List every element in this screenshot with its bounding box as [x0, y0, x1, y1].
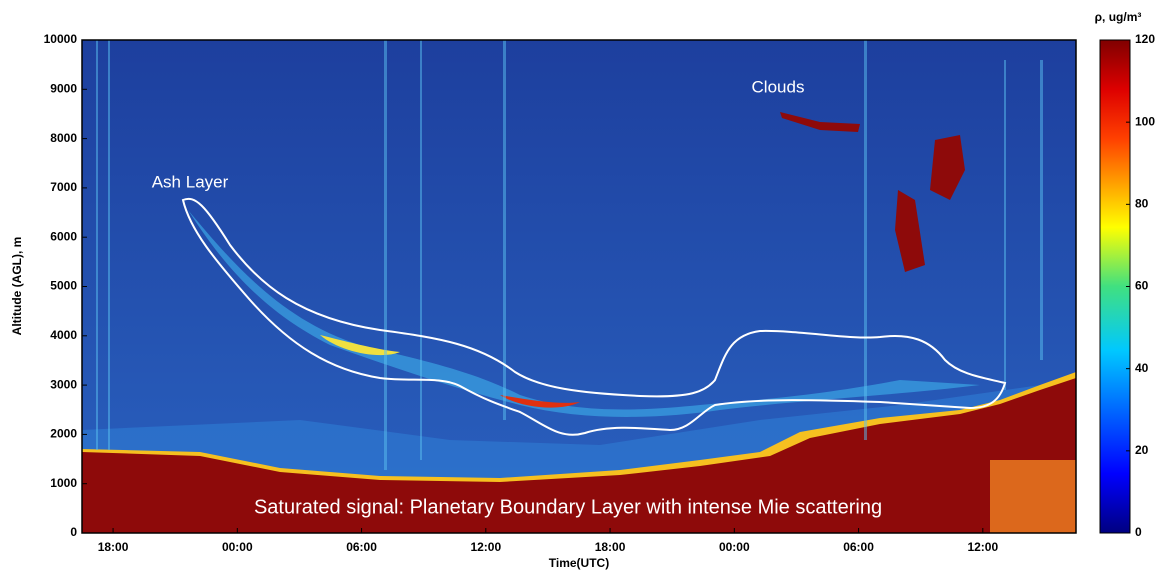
y-axis-label: Altitude (AGL), m — [10, 237, 24, 336]
colorbar-tick-label: 100 — [1135, 114, 1155, 128]
x-axis-label: Time(UTC) — [549, 556, 609, 570]
x-tick-label: 06:00 — [346, 540, 377, 554]
x-tick-label: 18:00 — [98, 540, 129, 554]
colorbar-tick-label: 0 — [1135, 525, 1142, 539]
colorbar-tick-label: 60 — [1135, 279, 1149, 293]
field: Ash Layer Clouds Saturated signal: Plane… — [82, 40, 1076, 533]
pbl-edge — [990, 460, 1076, 533]
y-tick-label: 6000 — [50, 229, 77, 243]
y-tick-label: 10000 — [44, 32, 78, 46]
colorbar-tick-label: 80 — [1135, 197, 1149, 211]
annotation: Clouds — [752, 77, 805, 96]
y-tick-label: 3000 — [50, 377, 77, 391]
y-tick-label: 7000 — [50, 180, 77, 194]
x-tick-label: 00:00 — [719, 540, 750, 554]
colorbar-tick-label: 40 — [1135, 361, 1149, 375]
y-tick-label: 5000 — [50, 279, 77, 293]
x-tick-label: 12:00 — [470, 540, 501, 554]
x-tick-label: 18:00 — [595, 540, 626, 554]
x-tick-label: 12:00 — [967, 540, 998, 554]
y-tick-label: 1000 — [50, 476, 77, 490]
y-tick-label: 2000 — [50, 427, 77, 441]
colorbar — [1100, 40, 1130, 533]
colorbar-tick-label: 20 — [1135, 443, 1149, 457]
annotation: Saturated signal: Planetary Boundary Lay… — [254, 496, 882, 518]
annotation: Ash Layer — [152, 172, 229, 191]
chart: Ash Layer Clouds Saturated signal: Plane… — [0, 0, 1159, 574]
x-tick-label: 06:00 — [843, 540, 874, 554]
x-tick-label: 00:00 — [222, 540, 253, 554]
colorbar-title: ρ, ug/m³ — [1095, 10, 1142, 24]
y-tick-label: 9000 — [50, 81, 77, 95]
y-tick-label: 4000 — [50, 328, 77, 342]
y-tick-label: 8000 — [50, 131, 77, 145]
y-tick-label: 0 — [70, 525, 77, 539]
colorbar-tick-label: 120 — [1135, 32, 1155, 46]
